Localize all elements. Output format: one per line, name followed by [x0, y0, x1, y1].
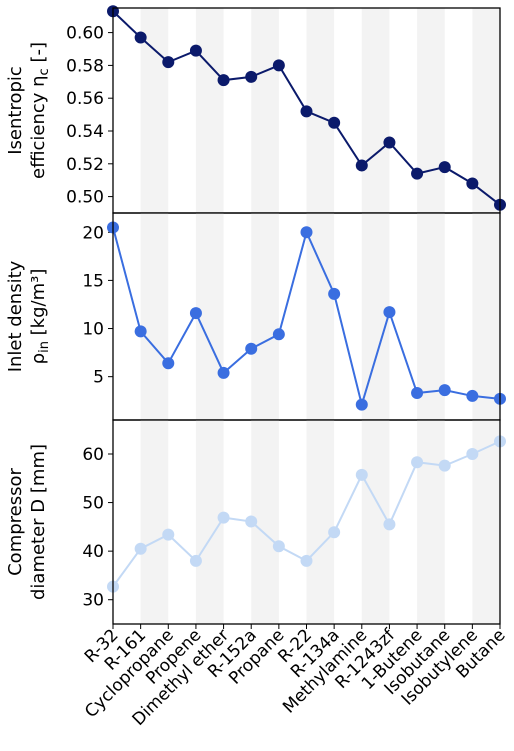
data-point: [466, 448, 479, 460]
shaded-band: [195, 420, 224, 624]
panel-3: 30 40 50 60 Compressor diameter D [mm]: [5, 419, 506, 625]
data-point: [245, 515, 258, 528]
data-point: [328, 116, 341, 129]
data-point: [355, 159, 368, 172]
shaded-band: [472, 8, 500, 213]
data-point: [328, 287, 341, 300]
y-axis-label: Isentropic efficiency ηc [-]: [5, 42, 52, 179]
shaded-band: [306, 213, 335, 420]
data-point: [189, 44, 202, 57]
data-point: [355, 468, 368, 481]
y-tick-label: 0.50: [66, 188, 104, 208]
data-point: [162, 56, 175, 69]
data-point: [383, 136, 396, 149]
y-axis-label-line1: Isentropic: [5, 66, 26, 155]
data-point: [383, 518, 396, 531]
shaded-band: [251, 213, 279, 420]
data-point: [217, 74, 230, 87]
data-point: [300, 105, 313, 118]
data-point: [300, 226, 313, 239]
y-tick-label: 5: [93, 368, 104, 388]
y-axis-label: Compressor diameter D [mm]: [5, 444, 49, 600]
data-point: [300, 554, 313, 567]
y-tick-label: 30: [82, 591, 104, 611]
y-axis-label-line2: efficiency ηc [-]: [28, 42, 52, 179]
shaded-band: [417, 213, 445, 420]
data-point: [134, 325, 147, 338]
y-tick-label: 50: [82, 494, 104, 514]
shaded-band: [361, 8, 390, 213]
data-point: [438, 161, 451, 174]
y-tick-label: 15: [82, 271, 104, 291]
data-point: [134, 31, 147, 44]
data-point: [245, 342, 258, 355]
data-point: [411, 167, 424, 180]
data-point: [134, 542, 147, 555]
data-point: [217, 366, 230, 379]
shaded-band: [140, 420, 169, 624]
y-axis-label-line2: diameter D [mm]: [28, 444, 49, 600]
y-tick-label: 20: [82, 223, 104, 243]
data-point: [328, 526, 341, 539]
data-point: [466, 389, 479, 402]
y-axis-label-line1: Inlet density: [5, 260, 26, 372]
data-point: [217, 511, 230, 524]
data-point: [162, 528, 175, 541]
data-point: [355, 398, 368, 411]
y-axis-label-line2: ρin [kg/m³]: [28, 269, 52, 365]
shaded-band: [417, 420, 445, 624]
y-tick-label: 0.60: [66, 24, 104, 44]
y-tick-label: 0.56: [66, 89, 104, 109]
y-tick-label: 0.52: [66, 155, 104, 175]
shaded-band: [195, 8, 224, 213]
y-tick-label: 0.58: [66, 56, 104, 76]
shaded-band: [472, 213, 500, 420]
data-point: [383, 306, 396, 319]
y-axis-label: Inlet density ρin [kg/m³]: [5, 260, 52, 372]
data-point: [272, 328, 285, 341]
panel-1: 0.50 0.52 0.54 0.56 0.58 0.60 Isentropic effici…: [5, 5, 506, 214]
panel-2: 5 10 15 20 Inlet density ρin [kg/m³]: [5, 212, 506, 421]
shaded-band: [306, 420, 335, 624]
data-point: [466, 177, 479, 190]
y-axis-label-line1: Compressor: [5, 468, 26, 576]
shaded-band: [417, 8, 445, 213]
shaded-band: [251, 8, 279, 213]
data-point: [272, 59, 285, 72]
y-tick-label: 0.54: [66, 122, 104, 142]
shaded-band: [140, 213, 169, 420]
data-point: [272, 540, 285, 553]
data-point: [438, 459, 451, 472]
data-point: [189, 554, 202, 567]
data-point: [411, 387, 424, 400]
shaded-band: [361, 213, 390, 420]
data-point: [438, 384, 451, 397]
y-tick-label: 40: [82, 542, 104, 562]
y-tick-label: 60: [82, 445, 104, 465]
data-point: [162, 357, 175, 370]
y-tick-label: 10: [82, 320, 104, 340]
data-point: [411, 456, 424, 469]
data-point: [189, 307, 202, 320]
data-point: [245, 70, 258, 83]
